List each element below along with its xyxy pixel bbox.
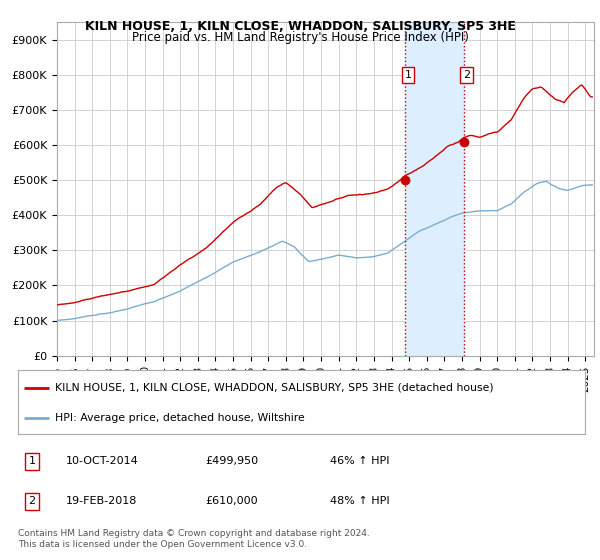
Text: 2: 2 xyxy=(29,496,36,506)
Text: KILN HOUSE, 1, KILN CLOSE, WHADDON, SALISBURY, SP5 3HE (detached house): KILN HOUSE, 1, KILN CLOSE, WHADDON, SALI… xyxy=(55,382,493,393)
Point xyxy=(400,176,410,185)
Text: HPI: Average price, detached house, Wiltshire: HPI: Average price, detached house, Wilt… xyxy=(55,413,305,423)
Text: 1: 1 xyxy=(29,456,35,466)
Text: 48% ↑ HPI: 48% ↑ HPI xyxy=(330,496,389,506)
Text: KILN HOUSE, 1, KILN CLOSE, WHADDON, SALISBURY, SP5 3HE: KILN HOUSE, 1, KILN CLOSE, WHADDON, SALI… xyxy=(85,20,515,32)
Text: £610,000: £610,000 xyxy=(205,496,258,506)
Text: 2: 2 xyxy=(463,70,470,80)
Text: Price paid vs. HM Land Registry's House Price Index (HPI): Price paid vs. HM Land Registry's House … xyxy=(131,31,469,44)
Text: 19-FEB-2018: 19-FEB-2018 xyxy=(66,496,137,506)
Text: 46% ↑ HPI: 46% ↑ HPI xyxy=(330,456,389,466)
Bar xyxy=(405,22,464,356)
Text: 1: 1 xyxy=(404,70,412,80)
Text: £499,950: £499,950 xyxy=(205,456,258,466)
Point xyxy=(459,137,469,146)
Text: Contains HM Land Registry data © Crown copyright and database right 2024.
This d: Contains HM Land Registry data © Crown c… xyxy=(18,529,370,549)
Text: 10-OCT-2014: 10-OCT-2014 xyxy=(66,456,139,466)
